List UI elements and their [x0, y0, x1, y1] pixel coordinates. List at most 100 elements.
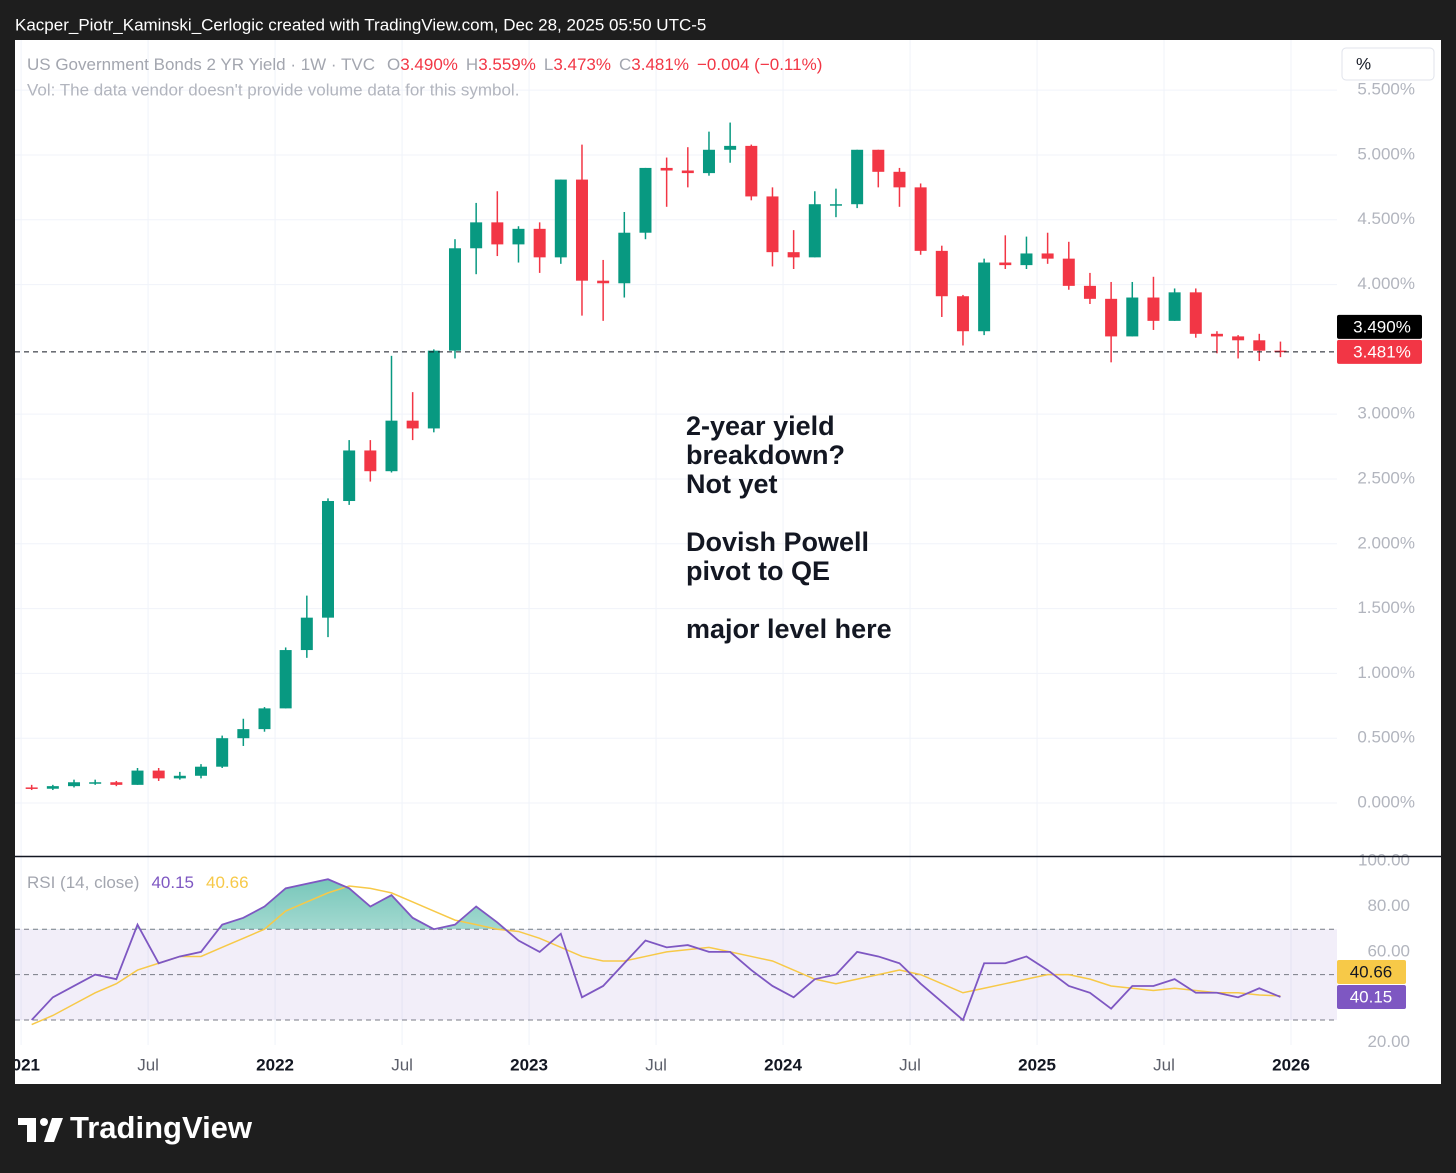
y-tick-label: 0.000%	[1357, 792, 1415, 811]
candle-body	[364, 450, 377, 472]
x-tick-label: 2024	[764, 1055, 802, 1074]
y-tick-label: 3.000%	[1357, 404, 1415, 423]
price-label: 3.481%	[1353, 342, 1411, 361]
candle-body	[872, 149, 885, 172]
x-tick-label: 2026	[1272, 1055, 1310, 1074]
candle-body	[258, 708, 271, 730]
rsi-ma-value: 40.66	[206, 873, 249, 892]
y-tick-label: 4.000%	[1357, 274, 1415, 293]
annotation: pivot to QE	[686, 556, 830, 586]
candle-body	[999, 262, 1012, 266]
x-tick-label: Jul	[1153, 1055, 1175, 1074]
candle-body	[639, 167, 652, 233]
candle-body	[1168, 292, 1181, 321]
candle-body	[1062, 258, 1075, 286]
candle-body	[1041, 253, 1054, 259]
x-tick-label: Jul	[899, 1055, 921, 1074]
candle-body	[512, 228, 525, 245]
candle-body	[1105, 298, 1118, 337]
candle-body	[25, 787, 38, 789]
rsi-tick-label: 60.00	[1367, 941, 1410, 960]
candle-body	[68, 782, 81, 787]
candle-body	[343, 450, 356, 502]
scale-button-label[interactable]: %	[1356, 54, 1371, 73]
candle-body	[131, 770, 144, 785]
rsi-label: 40.15	[1350, 987, 1393, 1006]
caption: Kacper_Piotr_Kaminski_Cerlogic created w…	[15, 15, 706, 34]
y-tick-label: 4.500%	[1357, 209, 1415, 228]
rsi-title: RSI (14, close)	[27, 873, 139, 892]
candle-body	[1274, 350, 1287, 353]
y-tick-label: 5.500%	[1357, 80, 1415, 99]
candle-body	[893, 171, 906, 188]
candle-body	[724, 145, 737, 150]
ohlc-value: 3.490%	[400, 55, 458, 74]
annotation: major level here	[686, 614, 892, 644]
candle-body	[618, 232, 631, 284]
price-label: 3.490%	[1353, 317, 1411, 336]
x-tick-label: Jul	[645, 1055, 667, 1074]
annotation: 2-year yield	[686, 411, 835, 441]
candle-body	[702, 149, 715, 174]
volume-note: Vol: The data vendor doesn't provide vol…	[27, 80, 519, 99]
candle-body	[216, 738, 229, 767]
logo-stem	[27, 1118, 36, 1142]
y-tick-label: 1.500%	[1357, 598, 1415, 617]
x-tick-label: 2023	[510, 1055, 548, 1074]
candle-body	[766, 196, 779, 253]
candle-body	[1210, 333, 1223, 337]
candle-body	[787, 252, 800, 258]
y-tick-label: 2.000%	[1357, 533, 1415, 552]
ohlc-value: 3.481%	[631, 55, 689, 74]
plot: 2021 Jul 2022 Jul 2023 Jul 2024 Jul 2025 Jul 2026	[15, 40, 1337, 1074]
scale-button[interactable]	[1341, 47, 1435, 81]
ohlc-value: 3.473%	[553, 55, 611, 74]
candle-body	[470, 222, 483, 249]
candle-body	[385, 420, 398, 472]
candle-body	[173, 775, 186, 779]
annotation: breakdown?	[686, 440, 845, 470]
candle-body	[237, 729, 250, 739]
candle-body	[279, 650, 292, 709]
candle-body	[978, 262, 991, 332]
candle-body	[427, 350, 440, 429]
candle-body	[491, 222, 504, 245]
series-legend: US Government Bonds 2 YR Yield · 1W · TV…	[27, 55, 822, 74]
candle-body	[956, 296, 969, 332]
candle-body	[1126, 297, 1139, 337]
annotation: Not yet	[686, 469, 778, 499]
ohlc-key: L	[544, 55, 553, 74]
y-tick-label: 2.500%	[1357, 468, 1415, 487]
rsi-label-box	[1337, 984, 1406, 1009]
candle-body	[448, 248, 461, 351]
candle-body	[660, 167, 673, 171]
rsi-tick-label: 80.00	[1367, 896, 1410, 915]
symbol: US Government Bonds 2 YR Yield · 1W · TV…	[27, 55, 375, 74]
x-tick-label: Jul	[137, 1055, 159, 1074]
candle-body	[406, 420, 419, 429]
ohlc-key: O	[387, 55, 400, 74]
ohlc-key: C	[619, 55, 631, 74]
candle-body	[321, 501, 334, 618]
annotation: Dovish Powell	[686, 527, 869, 557]
brand-logo	[18, 1118, 63, 1142]
candle-body	[1189, 292, 1202, 334]
candle-body	[110, 782, 123, 785]
candle-body	[554, 179, 567, 258]
rsi-tick-label: 100.00	[1358, 851, 1410, 870]
price-label-box	[1337, 339, 1422, 364]
candle-body	[1147, 297, 1160, 321]
candle-body	[745, 145, 758, 197]
candle-body	[1253, 340, 1266, 351]
candle-body	[597, 280, 610, 284]
candle-body	[1083, 285, 1096, 299]
y-tick-label: 0.500%	[1357, 728, 1415, 747]
x-tick-label: 2022	[256, 1055, 294, 1074]
logo-slash	[44, 1118, 63, 1142]
rsi-legend: RSI (14, close) 40.15 40.66	[27, 873, 249, 892]
candle-body	[195, 766, 208, 776]
candle-body	[829, 204, 842, 206]
rsi-ma-label-box	[1337, 959, 1406, 984]
candle-body	[808, 204, 821, 258]
